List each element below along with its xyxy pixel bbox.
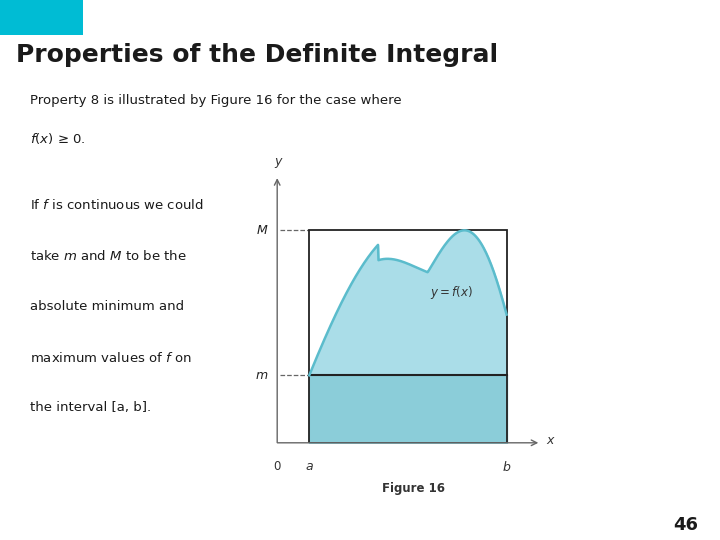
Text: $0$: $0$ <box>273 460 282 473</box>
Text: Properties of the Definite Integral: Properties of the Definite Integral <box>16 43 498 67</box>
Text: the interval [a, b].: the interval [a, b]. <box>30 402 151 415</box>
Text: $f(x)$ ≥ 0.: $f(x)$ ≥ 0. <box>30 131 86 146</box>
Text: $y = f(x)$: $y = f(x)$ <box>430 284 473 301</box>
Text: absolute minimum and: absolute minimum and <box>30 300 184 313</box>
Text: $m$: $m$ <box>255 369 269 382</box>
Text: $M$: $M$ <box>256 224 269 237</box>
Text: $x$: $x$ <box>546 434 556 447</box>
Text: $a$: $a$ <box>305 460 314 473</box>
Text: maximum values of $f$ on: maximum values of $f$ on <box>30 350 192 365</box>
Text: $y$: $y$ <box>274 156 284 170</box>
Text: If $f$ is continuous we could: If $f$ is continuous we could <box>30 198 204 212</box>
Text: $b$: $b$ <box>502 460 511 474</box>
Text: Property 8 is illustrated by Figure 16 for the case where: Property 8 is illustrated by Figure 16 f… <box>30 94 402 107</box>
Text: Figure 16: Figure 16 <box>382 482 446 495</box>
Bar <box>310 230 507 443</box>
Text: take $m$ and $M$ to be the: take $m$ and $M$ to be the <box>30 249 187 263</box>
Text: 46: 46 <box>673 516 698 535</box>
Bar <box>0 0 83 35</box>
